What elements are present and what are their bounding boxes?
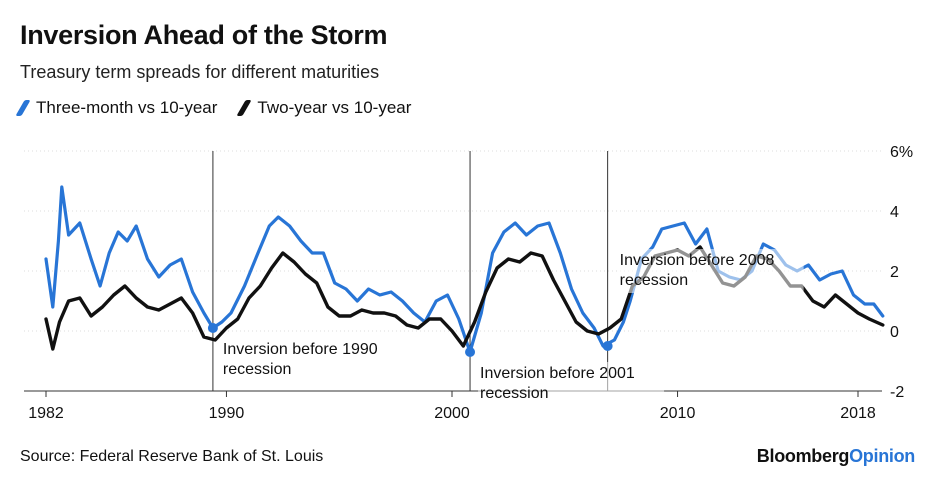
inversion-dot [207,323,218,333]
legend: Three-month vs 10-year Two-year vs 10-ye… [15,98,412,118]
legend-item-three-month: Three-month vs 10-year [15,98,218,118]
brand-accent: Opinion [849,446,915,466]
annotation-backdrop [617,249,804,293]
y-tick-label: 0 [890,324,899,341]
annotation-label-line1: Inversion before 1990 [223,341,378,358]
annotation-backdrop [478,362,665,406]
chart-title: Inversion Ahead of the Storm [20,20,388,50]
annotation-backdrop [220,338,407,382]
annotation-label-line1: Inversion before 2008 [620,252,775,269]
annotation-label-line2: recession [620,272,688,289]
legend-item-two-year: Two-year vs 10-year [236,98,412,118]
legend-label-three-month: Three-month vs 10-year [36,98,218,117]
x-tick-label: 2018 [840,405,876,422]
y-tick-label: 4 [890,204,899,221]
y-tick-label: -2 [890,384,904,401]
x-tick-label: 1990 [209,405,245,422]
x-tick-label: 1982 [28,405,64,422]
x-tick-label: 2000 [434,405,470,422]
legend-label-two-year: Two-year vs 10-year [257,98,412,117]
inversion-dot [602,341,613,351]
inversion-dot [465,347,476,357]
brand-main: Bloomberg [756,446,850,466]
chart-subtitle: Treasury term spreads for different matu… [20,62,380,82]
annotation-label-line2: recession [223,361,291,378]
x-tick-label: 2010 [660,405,696,422]
annotation-label-line2: recession [480,385,548,402]
y-tick-label: 2 [890,264,899,281]
brand-logo: BloombergOpinion [756,446,916,467]
y-tick-label: 6% [890,144,913,161]
source-note: Source: Federal Reserve Bank of St. Loui… [20,448,324,465]
annotation-label-line1: Inversion before 2001 [480,365,635,382]
